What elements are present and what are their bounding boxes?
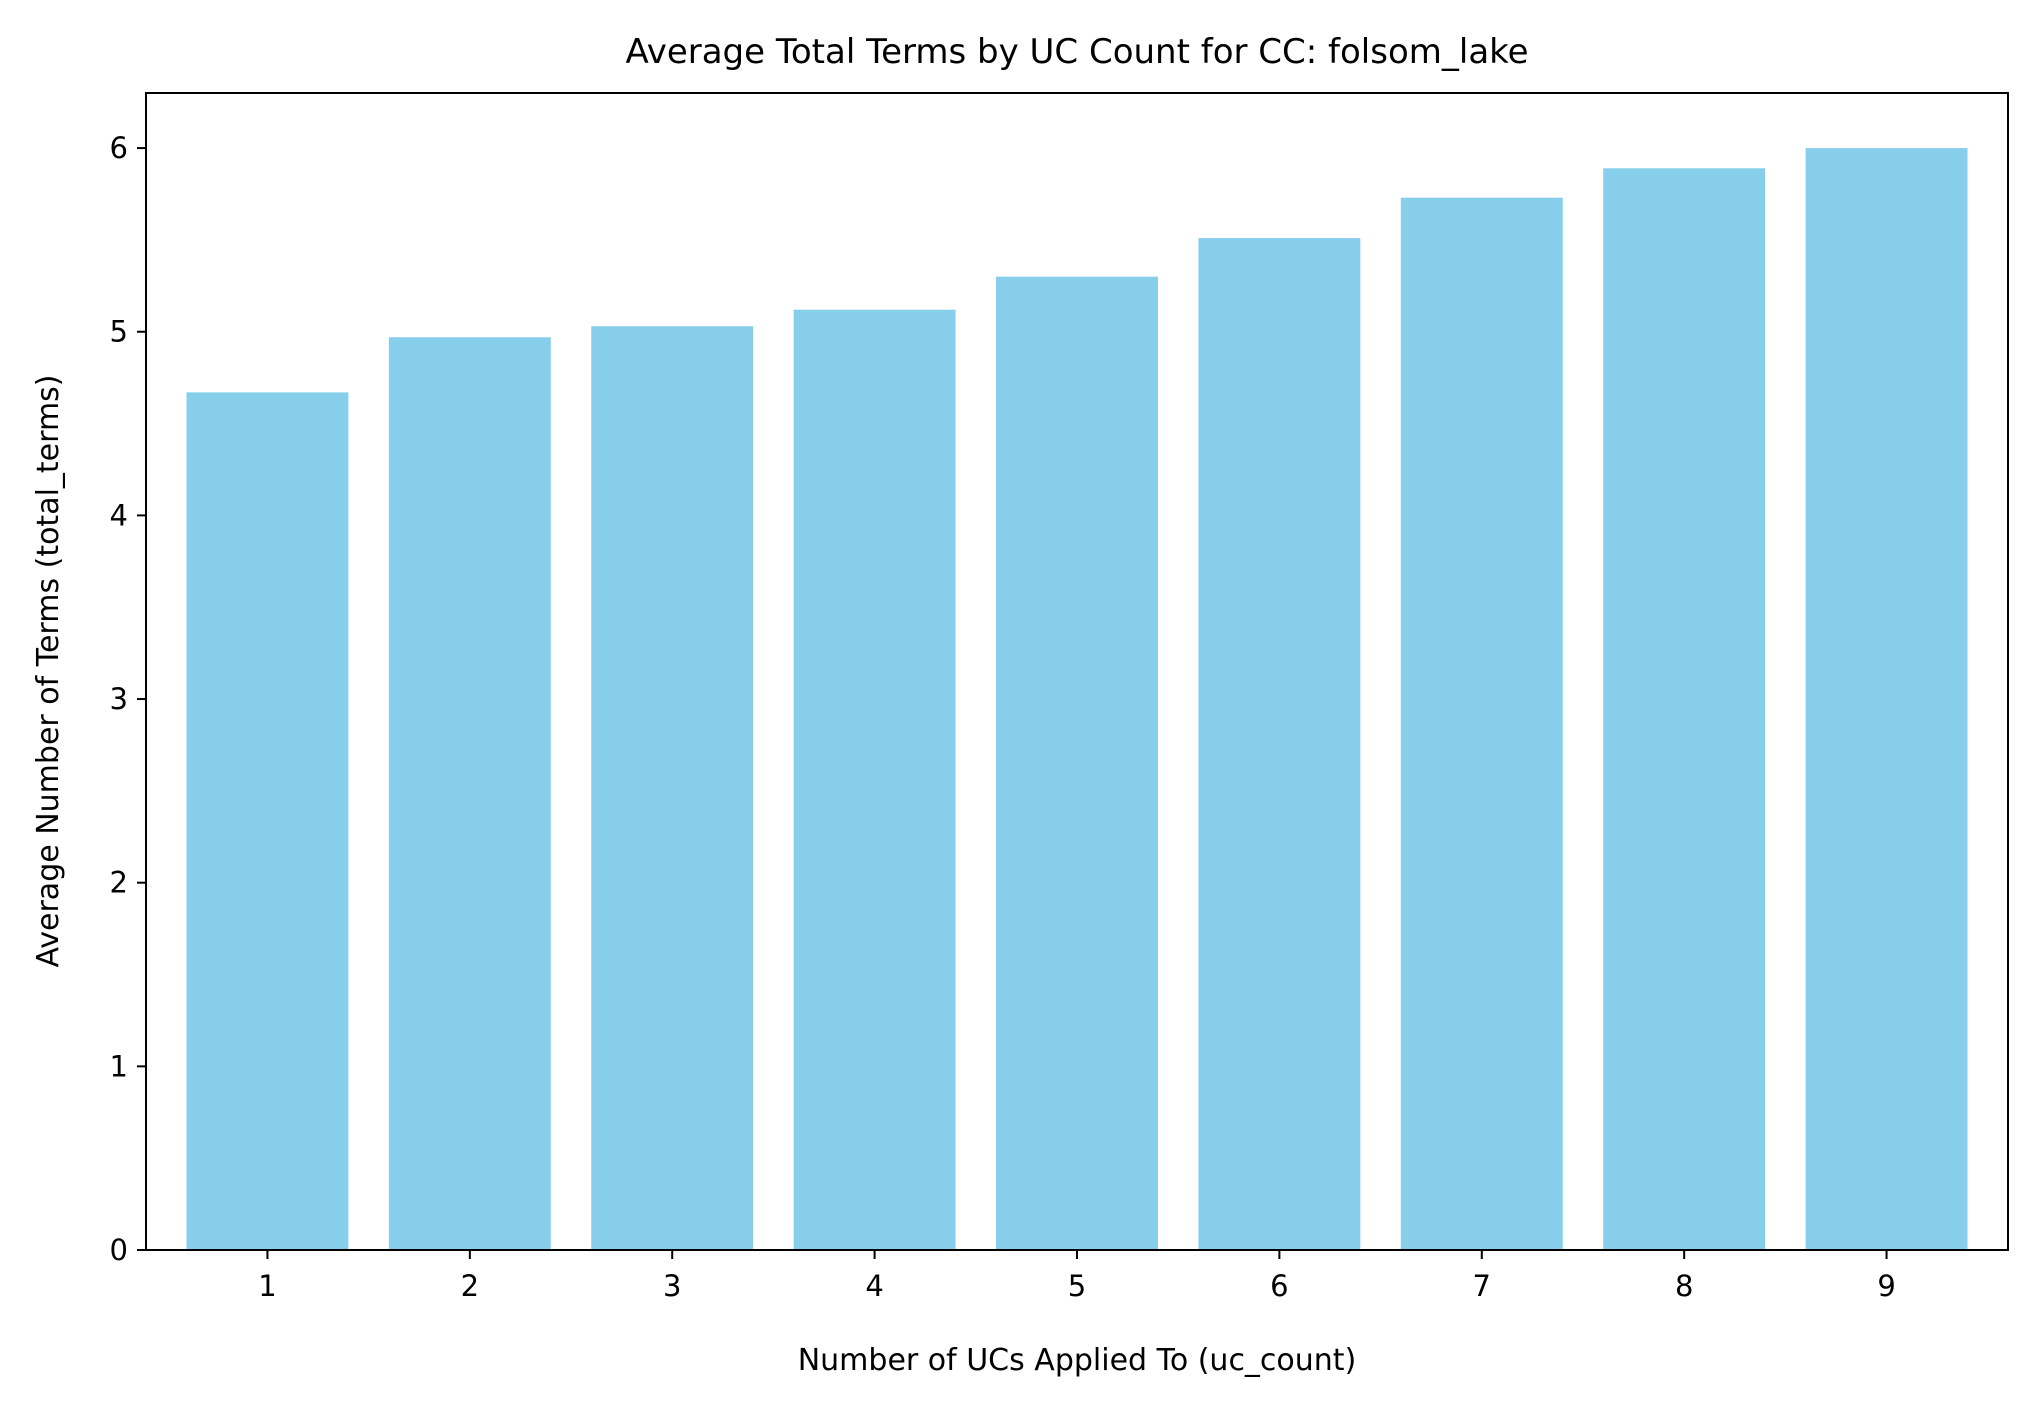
x-tick-label-6: 6 bbox=[1270, 1269, 1288, 1303]
chart-title: Average Total Terms by UC Count for CC: … bbox=[625, 32, 1528, 72]
x-tick-label-7: 7 bbox=[1473, 1269, 1491, 1303]
y-tick-label-4: 4 bbox=[110, 498, 128, 532]
x-tick-label-9: 9 bbox=[1877, 1269, 1895, 1303]
y-tick-label-0: 0 bbox=[110, 1233, 128, 1267]
x-tick-label-5: 5 bbox=[1068, 1269, 1086, 1303]
bar-4 bbox=[793, 309, 956, 1250]
y-tick-label-5: 5 bbox=[110, 315, 128, 349]
bars bbox=[186, 148, 1968, 1251]
bar-8 bbox=[1603, 168, 1766, 1250]
plot-frame bbox=[145, 92, 2009, 1251]
bar-9 bbox=[1805, 148, 1968, 1251]
y-tick-label-2: 2 bbox=[110, 866, 128, 900]
x-tick-label-3: 3 bbox=[663, 1269, 681, 1303]
y-axis-ticks: 0 1 2 3 4 5 6 bbox=[110, 131, 146, 1267]
y-axis-label: Average Number of Terms (total_terms) bbox=[31, 375, 66, 968]
y-tick-label-1: 1 bbox=[110, 1049, 128, 1083]
x-axis-ticks: 1 2 3 4 5 6 7 8 9 bbox=[258, 1250, 1896, 1303]
y-tick-label-6: 6 bbox=[110, 131, 128, 165]
bar-3 bbox=[591, 326, 754, 1250]
bar-2 bbox=[388, 337, 551, 1250]
x-tick-label-8: 8 bbox=[1675, 1269, 1693, 1303]
bar-1 bbox=[186, 392, 349, 1250]
x-tick-label-4: 4 bbox=[865, 1269, 883, 1303]
x-tick-label-1: 1 bbox=[258, 1269, 276, 1303]
bar-7 bbox=[1400, 197, 1563, 1251]
bar-6 bbox=[1198, 238, 1361, 1251]
x-tick-label-2: 2 bbox=[461, 1269, 479, 1303]
x-axis-label: Number of UCs Applied To (uc_count) bbox=[798, 1343, 1357, 1378]
y-tick-label-3: 3 bbox=[110, 682, 128, 716]
bar-5 bbox=[996, 276, 1158, 1251]
